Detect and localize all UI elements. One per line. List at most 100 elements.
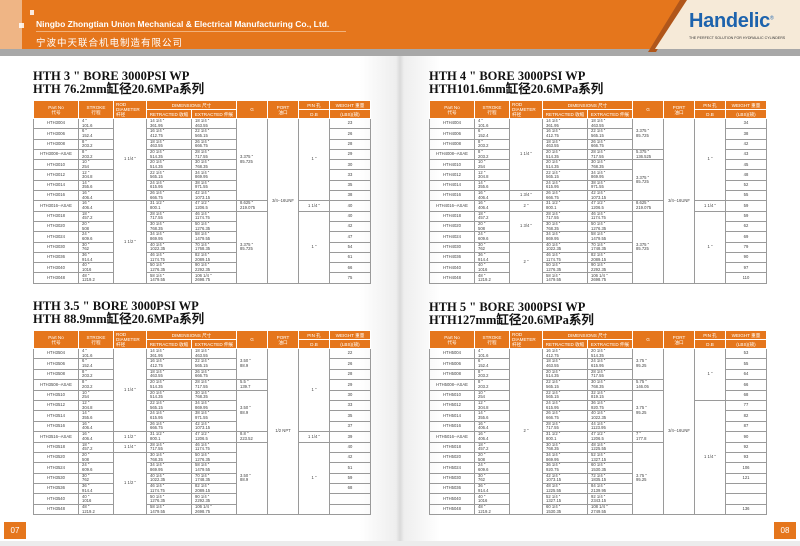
col-dimensions: DIMENSIONS 尺寸 bbox=[146, 330, 237, 340]
retracted-cell: 14 1/4 " 361.95 bbox=[146, 117, 192, 130]
part-number: HTH5040 bbox=[429, 493, 475, 505]
retracted-cell: 26 1/4 " 666.75 bbox=[146, 420, 192, 433]
pin-cell: 1 1/4 " bbox=[694, 399, 726, 516]
stroke-cell: 30 " 762 bbox=[474, 472, 510, 485]
col-weight: WEIGHT 重量 bbox=[329, 100, 371, 110]
weight-cell: 90 bbox=[725, 431, 767, 443]
stroke-cell: 36 " 914.4 bbox=[78, 483, 114, 495]
extracted-cell: 26 1/4 " 666.75 bbox=[191, 368, 237, 381]
weight-cell: 30 bbox=[329, 159, 371, 171]
pin-cell: 1 1/4 " bbox=[298, 200, 330, 212]
stroke-cell: 8 " 203.2 bbox=[474, 148, 510, 161]
stroke-cell: 14 " 355.6 bbox=[78, 410, 114, 422]
registered-mark: ® bbox=[769, 15, 774, 22]
weight-cell: 64 bbox=[725, 368, 767, 381]
stroke-cell: 12 " 304.8 bbox=[474, 399, 510, 412]
extracted-cell: 48 1/4 " 1225.55 bbox=[587, 441, 633, 453]
stroke-cell: 14 " 355.6 bbox=[474, 179, 510, 192]
extracted-cell: 38 1/4 " 971.55 bbox=[191, 179, 237, 192]
stroke-cell: 20 " 508 bbox=[78, 451, 114, 464]
part-number: HTH3530 bbox=[33, 472, 79, 485]
extracted-cell: 82 1/4 " 2089.15 bbox=[587, 251, 633, 264]
stroke-cell: 40 " 1016 bbox=[78, 262, 114, 274]
retracted-cell: 30 1/4 " 768.35 bbox=[542, 220, 588, 233]
weight-cell: 40 bbox=[329, 441, 371, 453]
rod-diameter: 1 1/4 " bbox=[113, 441, 147, 453]
extracted-cell: 40 1/4 " 1022.35 bbox=[587, 410, 633, 422]
stroke-cell: 10 " 254 bbox=[78, 159, 114, 171]
weight-cell: 59 bbox=[725, 200, 767, 212]
table-row: HTH4018 18 " 457.2 1 3/4 " 28 1/4 " 717.55 46 … bbox=[429, 210, 767, 284]
page-bottom-strip bbox=[0, 541, 800, 546]
retracted-cell: 28 1/4 " 717.55 bbox=[146, 441, 192, 453]
table-row: HTH3016--ASAE 16 " 406.4 1 1/2 " 31 1/2 " 800… bbox=[33, 200, 371, 284]
extracted-cell: 38 1/4 " 971.55 bbox=[587, 179, 633, 192]
extracted-cell: 32 1/4 " 819.15 bbox=[587, 389, 633, 401]
extracted-cell: 50 1/4 " 1276.35 bbox=[191, 451, 237, 464]
extracted-cell: 82 1/4 " 2089.15 bbox=[191, 251, 237, 264]
weight-cell: 82 bbox=[725, 410, 767, 422]
extracted-cell: 58 1/4 " 1479.55 bbox=[587, 231, 633, 243]
title-en: HTH 3.5 " BORE 3000PSI WP bbox=[33, 299, 199, 313]
part-number: HTH4014 bbox=[429, 179, 475, 192]
part-number: HTH3008--ASAE bbox=[33, 148, 79, 161]
g-cell: 8.8 " 223.52 bbox=[236, 431, 268, 443]
g-cell: 5.75 " 146.05 bbox=[632, 379, 664, 391]
weight-cell: 35 bbox=[329, 410, 371, 422]
retracted-cell: 30 1/4 " 768.35 bbox=[146, 220, 192, 233]
part-number: HTH3548 bbox=[33, 503, 79, 516]
extracted-cell: 72 1/4 " 1835.15 bbox=[587, 472, 633, 485]
extracted-cell: 82 1/4 " 2089.15 bbox=[191, 483, 237, 495]
col-pin-db: D.B bbox=[298, 339, 330, 349]
weight-cell: 75 bbox=[329, 272, 371, 284]
col-g: G bbox=[236, 330, 268, 349]
part-number: HTH5008 bbox=[429, 368, 475, 381]
extracted-cell: 42 1/4 " 1073.15 bbox=[191, 420, 237, 433]
part-number: HTH5036 bbox=[429, 483, 475, 495]
col-stroke: STROKE 行程 bbox=[78, 100, 114, 119]
stroke-cell: 8 " 203.2 bbox=[474, 138, 510, 150]
weight-cell: 121 bbox=[725, 472, 767, 485]
stroke-cell: 48 " 1219.2 bbox=[474, 503, 510, 516]
title-cn: HTH101.6mm缸径20.6MPa系列 bbox=[429, 82, 604, 96]
extracted-cell: 30 1/4 " 768.35 bbox=[191, 389, 237, 401]
retracted-cell: 31 1/2 " 800.1 bbox=[542, 200, 588, 212]
retracted-cell: 20 1/4 " 514.35 bbox=[542, 368, 588, 381]
weight-cell: 42 bbox=[329, 451, 371, 464]
retracted-cell: 20 1/4 " 514.35 bbox=[146, 148, 192, 161]
weight-cell: 40 bbox=[329, 210, 371, 222]
weight-cell: 29 bbox=[329, 379, 371, 391]
part-number: HTH3008 bbox=[33, 138, 79, 150]
stroke-cell: 36 " 914.4 bbox=[474, 251, 510, 264]
retracted-cell: 20 1/4 " 514.35 bbox=[542, 159, 588, 171]
weight-cell: 92 bbox=[725, 441, 767, 453]
page-fold bbox=[360, 56, 440, 546]
weight-cell: 42 bbox=[329, 220, 371, 233]
part-number: HTH3036 bbox=[33, 251, 79, 264]
part-number: HTH4048 bbox=[429, 272, 475, 284]
part-number: HTH4006 bbox=[429, 128, 475, 140]
part-number: HTH4010 bbox=[429, 159, 475, 171]
retracted-cell: 16 1/4 " 412.75 bbox=[542, 128, 588, 140]
title-cn: HTH 76.2mm缸径20.6MPa系列 bbox=[33, 82, 205, 96]
stroke-cell: 18 " 457.2 bbox=[474, 210, 510, 222]
g-cell: 7 " 177.8 bbox=[632, 431, 664, 443]
table-title: HTH 3 " BORE 3000PSI WP HTH 76.2mm缸径20.6M… bbox=[33, 70, 204, 96]
retracted-cell: 14 1/4 " 361.95 bbox=[146, 347, 192, 360]
retracted-cell: 18 1/4 " 463.55 bbox=[542, 138, 588, 150]
extracted-cell: 106 1/4 " 2698.75 bbox=[587, 272, 633, 284]
retracted-cell: 18 1/4 " 463.55 bbox=[146, 368, 192, 381]
part-number: HTH5016--ASAE bbox=[429, 431, 475, 443]
part-number: HTH5030 bbox=[429, 472, 475, 485]
extracted-cell: 46 1/4 " 1174.75 bbox=[191, 441, 237, 453]
weight-cell: 47 bbox=[329, 231, 371, 243]
retracted-cell: 58 1/4 " 1479.55 bbox=[146, 503, 192, 516]
extracted-cell: 47 1/2 " 1206.5 bbox=[587, 200, 633, 212]
stroke-cell: 48 " 1219.2 bbox=[78, 272, 114, 284]
part-number: HTH4030 bbox=[429, 241, 475, 253]
retracted-cell: 18 1/4 " 463.55 bbox=[542, 358, 588, 370]
retracted-cell: 34 1/4 " 869.95 bbox=[542, 231, 588, 243]
pin-cell: 1 " bbox=[298, 441, 330, 516]
retracted-cell: 26 1/4 " 666.75 bbox=[542, 410, 588, 422]
header-row: Part No 代号 STROKE 行程 ROD DIAMETER 杆径 DIMENSION… bbox=[429, 330, 767, 349]
